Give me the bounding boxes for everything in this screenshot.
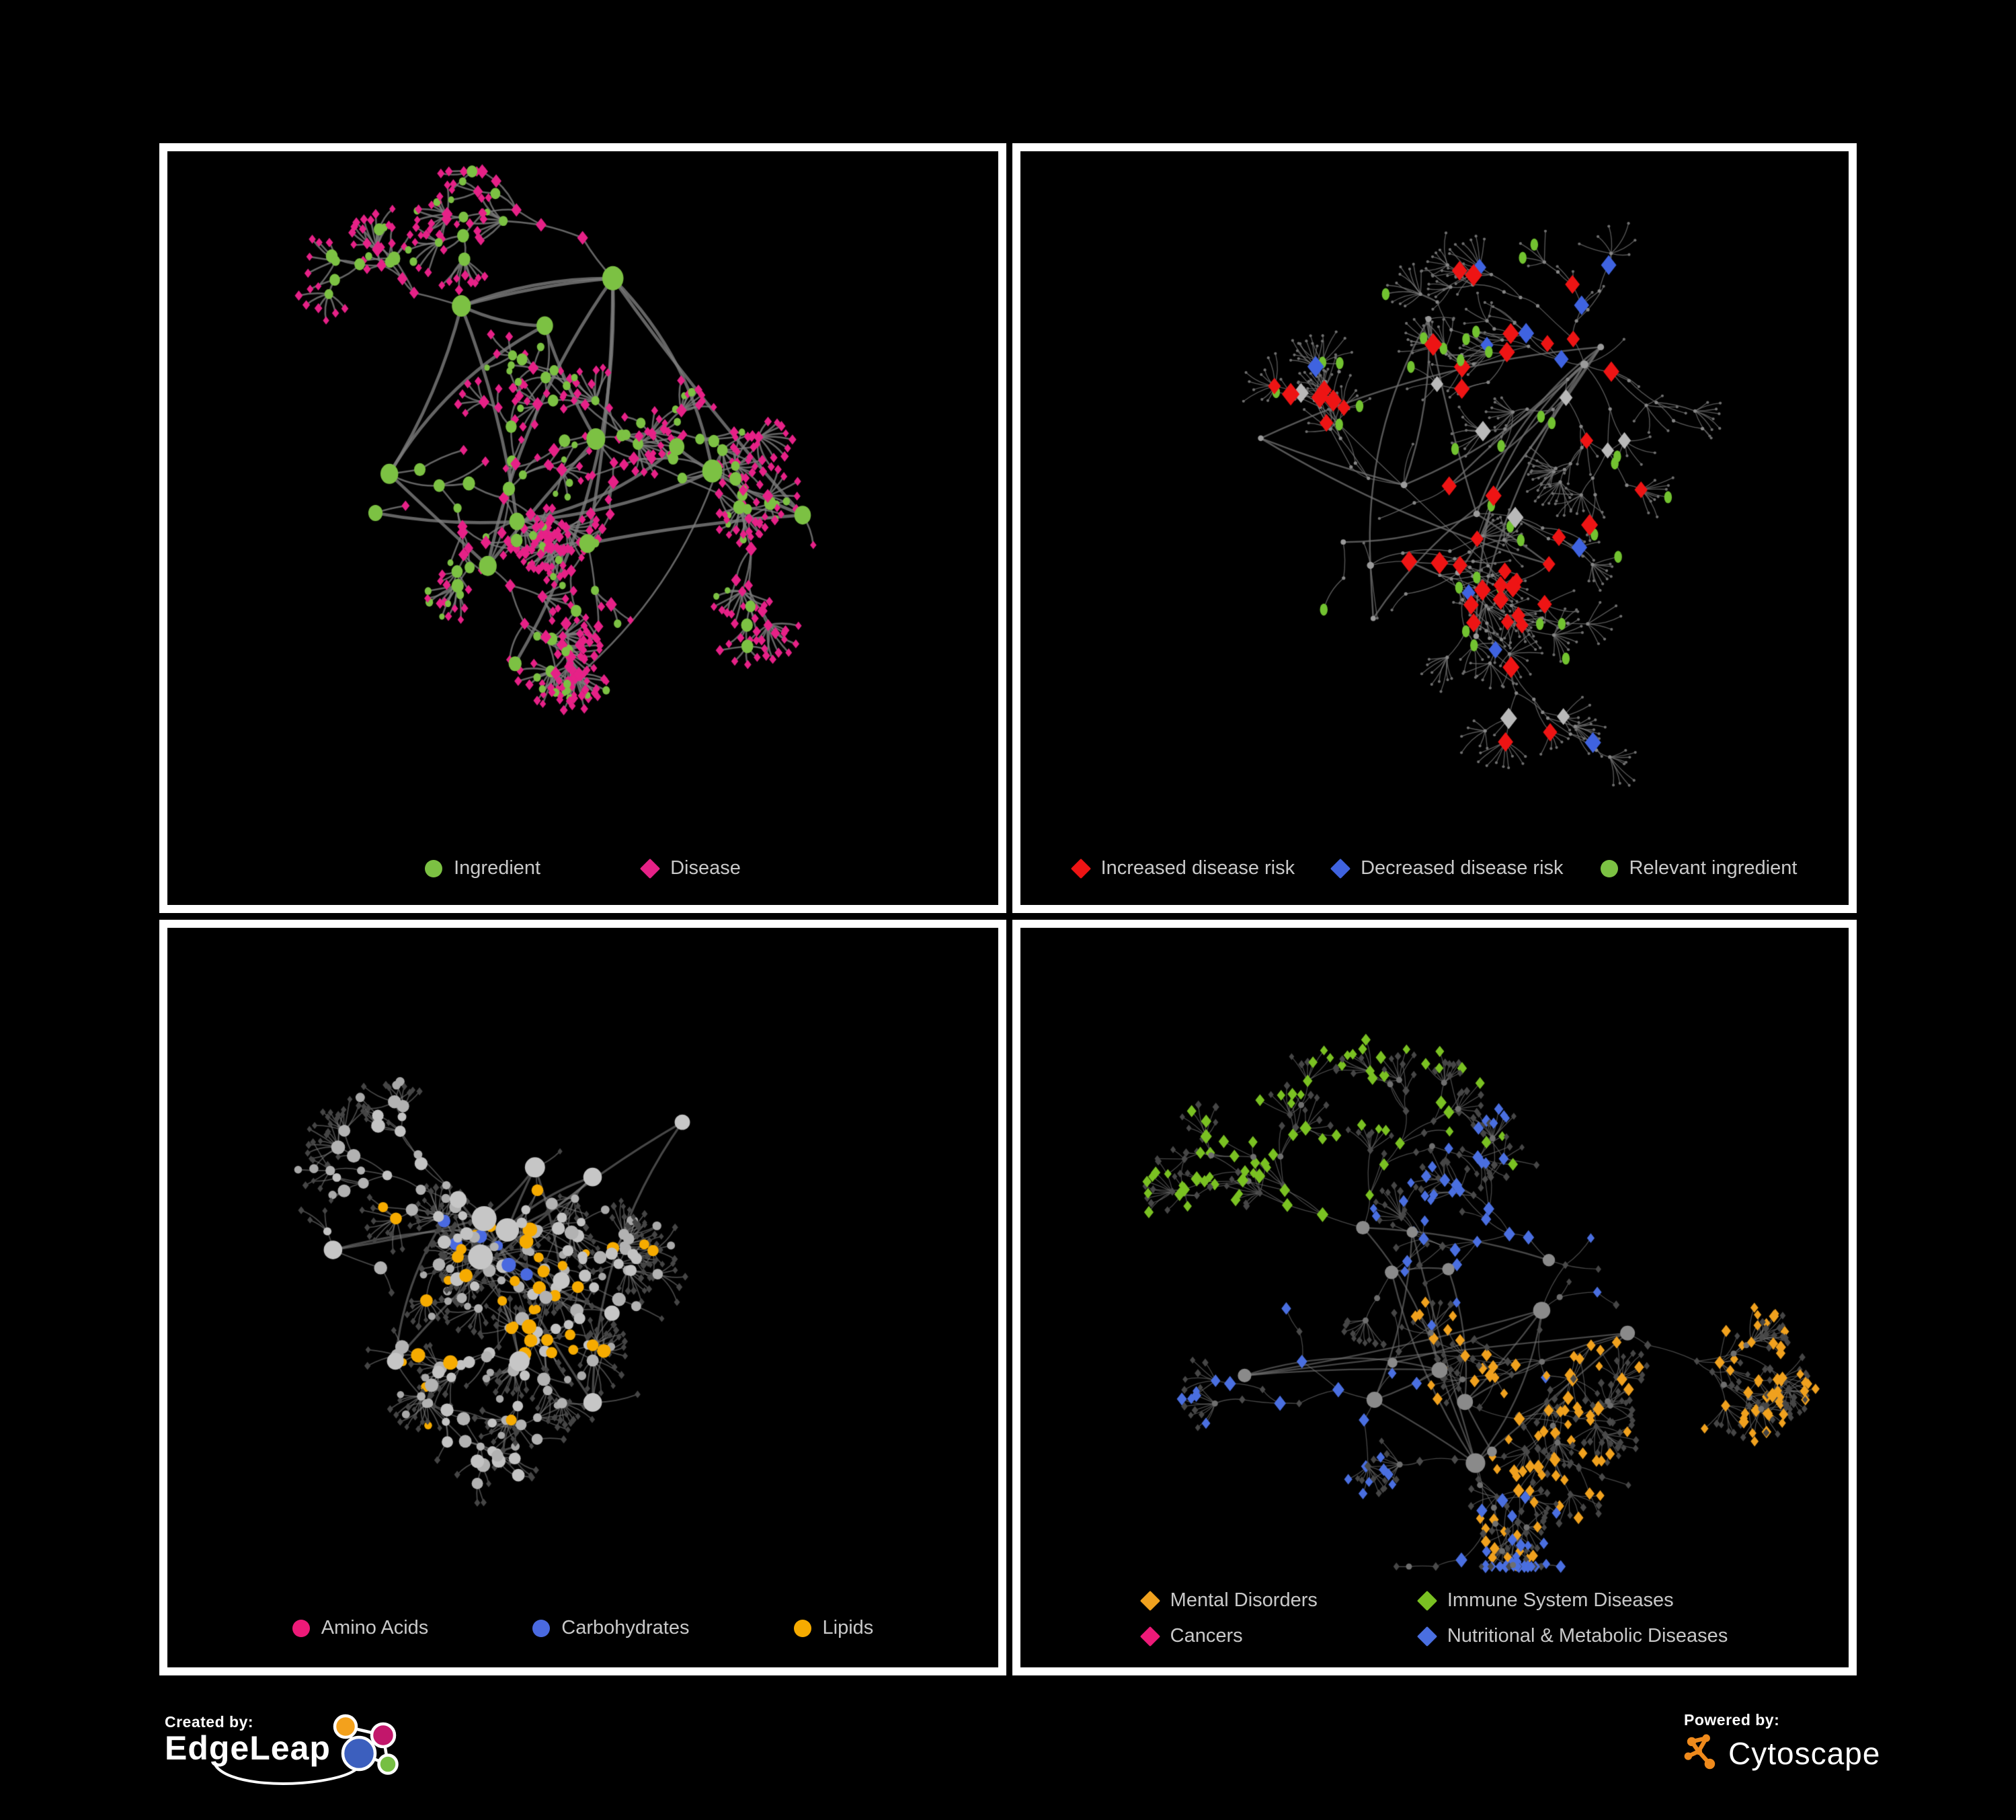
legend: Amino Acids Carbohydrates Lipids bbox=[167, 1617, 998, 1639]
diamond-marker-icon bbox=[1416, 1626, 1437, 1647]
edgeleap-brand-name: EdgeLeap bbox=[165, 1729, 331, 1767]
circle-marker-icon bbox=[1600, 859, 1618, 877]
circle-marker-icon bbox=[532, 1619, 551, 1637]
legend-item: Immune System Diseases bbox=[1416, 1589, 1728, 1612]
legend-item: Increased disease risk bbox=[1070, 857, 1295, 879]
legend-item: Decreased disease risk bbox=[1330, 857, 1564, 879]
diamond-marker-icon bbox=[1139, 1590, 1160, 1611]
legend-label: Mental Disorders bbox=[1170, 1589, 1318, 1611]
legend-label: Nutritional & Metabolic Diseases bbox=[1447, 1625, 1728, 1647]
circle-marker-icon bbox=[793, 1619, 811, 1637]
created-by-label: Created by: bbox=[165, 1713, 254, 1731]
legend-item: Disease bbox=[640, 857, 741, 879]
legend: Ingredient Disease bbox=[167, 857, 998, 879]
legend: Increased disease risk Decreased disease… bbox=[1020, 857, 1849, 879]
edgeleap-logo-icon bbox=[212, 1714, 399, 1785]
legend-item: Lipids bbox=[793, 1617, 874, 1639]
powered-by-label: Powered by: bbox=[1684, 1711, 1780, 1729]
legend-item: Ingredient bbox=[425, 857, 540, 879]
network-graph-canvas bbox=[167, 928, 998, 1667]
legend-item: Cancers bbox=[1139, 1625, 1318, 1647]
diamond-marker-icon bbox=[1416, 1590, 1437, 1611]
diamond-marker-icon bbox=[1330, 858, 1351, 879]
legend-label: Disease bbox=[670, 857, 741, 879]
panel-disease-categories: Mental Disorders Immune System Diseases … bbox=[1012, 920, 1857, 1675]
panel-ingredients-diseases: Ingredient Disease bbox=[159, 143, 1006, 913]
legend-label: Increased disease risk bbox=[1100, 857, 1295, 879]
legend: Mental Disorders Immune System Diseases … bbox=[1020, 1589, 1849, 1647]
legend-item: Mental Disorders bbox=[1139, 1589, 1318, 1612]
legend-label: Amino Acids bbox=[321, 1617, 429, 1638]
legend-label: Ingredient bbox=[454, 857, 541, 879]
circle-marker-icon bbox=[425, 859, 443, 877]
cytoscape-brand-name: Cytoscape bbox=[1728, 1736, 1881, 1771]
network-graph-canvas bbox=[1020, 151, 1849, 905]
legend-label: Lipids bbox=[822, 1617, 874, 1638]
diamond-marker-icon bbox=[1070, 858, 1091, 879]
network-graph-canvas bbox=[1020, 928, 1849, 1667]
legend-item: Amino Acids bbox=[292, 1617, 429, 1639]
panel-disease-risk: Increased disease risk Decreased disease… bbox=[1012, 143, 1857, 913]
panel-nutrient-categories: Amino Acids Carbohydrates Lipids bbox=[159, 920, 1006, 1675]
cytoscape-logo-icon bbox=[1684, 1734, 1716, 1770]
legend-label: Relevant ingredient bbox=[1629, 857, 1798, 879]
legend-item: Nutritional & Metabolic Diseases bbox=[1416, 1625, 1728, 1647]
network-graph-canvas bbox=[167, 151, 998, 905]
diamond-marker-icon bbox=[1139, 1626, 1160, 1647]
legend-label: Immune System Diseases bbox=[1447, 1589, 1674, 1611]
diamond-marker-icon bbox=[640, 858, 661, 879]
powered-by-block: Powered by: Cytoscape bbox=[1684, 1711, 1880, 1774]
created-by-block: Created by: EdgeLeap bbox=[165, 1713, 399, 1788]
circle-marker-icon bbox=[292, 1619, 310, 1637]
legend-item: Carbohydrates bbox=[532, 1617, 690, 1639]
legend-item: Relevant ingredient bbox=[1600, 857, 1798, 879]
legend-label: Carbohydrates bbox=[561, 1617, 690, 1638]
legend-label: Decreased disease risk bbox=[1361, 857, 1564, 879]
legend-label: Cancers bbox=[1170, 1625, 1243, 1647]
